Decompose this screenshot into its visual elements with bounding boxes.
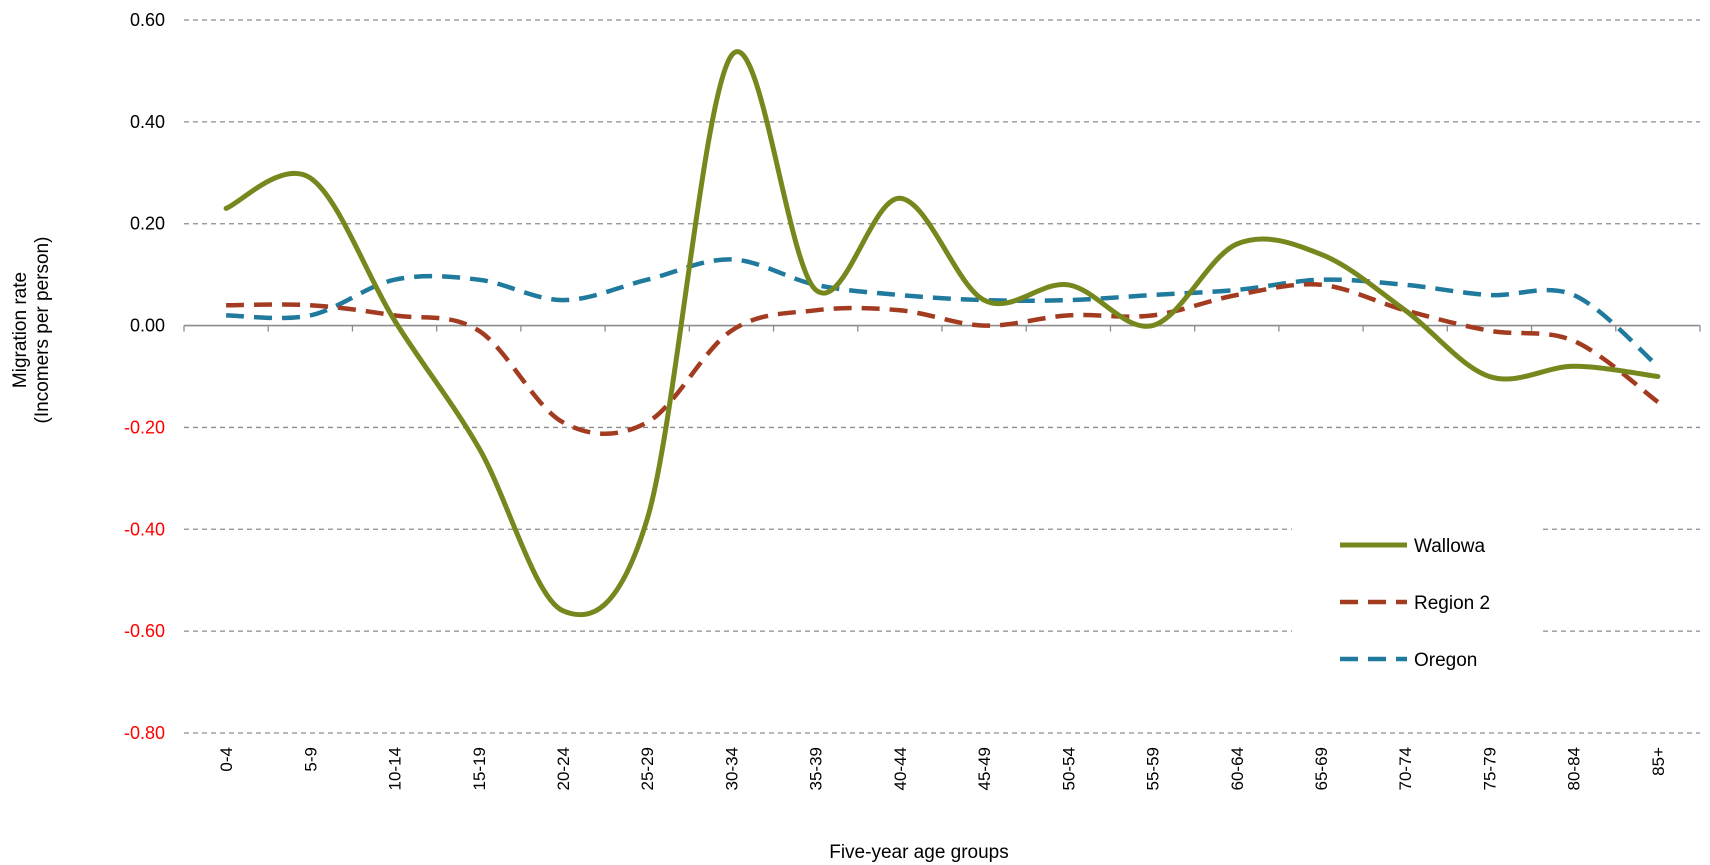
x-tick-label: 15-19 xyxy=(470,747,489,790)
data-point-oregon xyxy=(897,293,902,298)
data-point-wallowa xyxy=(308,175,313,180)
data-point-region-2 xyxy=(813,308,818,313)
data-point-wallowa xyxy=(645,517,650,522)
data-point-wallowa xyxy=(1066,282,1071,287)
data-point-oregon xyxy=(308,313,313,318)
x-tick-label: 35-39 xyxy=(807,747,826,790)
x-tick-label: 5-9 xyxy=(301,747,320,772)
data-point-oregon xyxy=(1655,364,1660,369)
y-axis-title-line-1: Migration rate xyxy=(10,272,31,388)
data-point-oregon xyxy=(1571,293,1576,298)
data-point-wallowa xyxy=(1403,308,1408,313)
data-point-region-2 xyxy=(561,420,566,425)
data-point-wallowa xyxy=(1571,364,1576,369)
data-point-wallowa xyxy=(224,206,229,211)
series-line-wallowa xyxy=(223,49,1661,618)
data-point-oregon xyxy=(392,277,397,282)
data-point-wallowa xyxy=(1655,374,1660,379)
data-point-oregon xyxy=(1234,287,1239,292)
y-tick-label: -0.80 xyxy=(124,723,165,743)
data-point-region-2 xyxy=(1319,282,1324,287)
y-axis-ticks: 0.60 0.40 0.20 0.00 -0.20 -0.40 -0.60 -0.80 xyxy=(124,10,165,743)
data-point-wallowa xyxy=(982,298,987,303)
data-point-region-2 xyxy=(897,308,902,313)
data-point-wallowa xyxy=(392,318,397,323)
series-line-oregon xyxy=(226,257,1660,369)
data-point-oregon xyxy=(224,313,229,318)
y-axis-title: Migration rate (Incomers per person) xyxy=(10,237,53,424)
x-tick-label: 45-49 xyxy=(975,747,994,790)
data-point-wallowa xyxy=(1234,242,1239,247)
legend-label-region-2: Region 2 xyxy=(1414,593,1490,614)
data-point-wallowa xyxy=(729,53,734,58)
data-point-region-2 xyxy=(1234,293,1239,298)
data-point-wallowa xyxy=(897,196,902,201)
x-tick-label: 85+ xyxy=(1649,747,1668,776)
legend-background xyxy=(1292,512,1542,680)
legend-label-wallowa: Wallowa xyxy=(1414,536,1486,557)
data-point-oregon xyxy=(1319,277,1324,282)
series-lines xyxy=(223,49,1661,618)
x-tick-label: 10-14 xyxy=(386,747,405,790)
data-point-region-2 xyxy=(224,303,229,308)
data-point-oregon xyxy=(561,298,566,303)
y-tick-label: -0.20 xyxy=(124,417,165,437)
x-axis-title: Five-year age groups xyxy=(829,842,1009,863)
data-point-oregon xyxy=(1066,298,1071,303)
data-point-region-2 xyxy=(476,328,481,333)
legend: Wallowa Region 2 Oregon xyxy=(1292,512,1542,680)
x-tick-label: 0-4 xyxy=(217,747,236,772)
data-point-oregon xyxy=(476,277,481,282)
data-point-wallowa xyxy=(561,608,566,613)
data-point-region-2 xyxy=(645,420,650,425)
x-tick-label: 75-79 xyxy=(1480,747,1499,790)
data-point-region-2 xyxy=(729,328,734,333)
data-point-region-2 xyxy=(1150,313,1155,318)
legend-label-oregon: Oregon xyxy=(1414,650,1477,671)
data-point-region-2 xyxy=(1066,313,1071,318)
data-point-oregon xyxy=(645,277,650,282)
x-tick-label: 60-64 xyxy=(1228,747,1247,790)
data-point-wallowa xyxy=(813,287,818,292)
data-point-wallowa xyxy=(476,445,481,450)
x-tick-label: 70-74 xyxy=(1396,747,1415,790)
x-tick-label: 20-24 xyxy=(554,747,573,790)
y-axis-title-line-2: (Incomers per person) xyxy=(32,237,53,424)
y-tick-label: 0.20 xyxy=(130,214,165,234)
data-point-oregon xyxy=(1487,293,1492,298)
x-tick-label: 65-69 xyxy=(1312,747,1331,790)
y-tick-label: -0.60 xyxy=(124,621,165,641)
data-point-region-2 xyxy=(308,303,313,308)
data-point-region-2 xyxy=(1571,338,1576,343)
y-tick-label: 0.40 xyxy=(130,112,165,132)
x-tick-label: 30-34 xyxy=(722,747,741,790)
series-line-region-2 xyxy=(226,282,1660,437)
data-point-oregon xyxy=(1150,293,1155,298)
data-point-region-2 xyxy=(1655,399,1660,404)
data-point-region-2 xyxy=(1487,328,1492,333)
y-tick-label: -0.40 xyxy=(124,519,165,539)
data-point-oregon xyxy=(1403,282,1408,287)
x-axis-ticks: 0-4 5-9 10-14 15-19 20-24 25-29 30-34 35-39 40-4… xyxy=(183,325,1701,790)
data-point-wallowa xyxy=(1319,252,1324,257)
data-point-oregon xyxy=(729,257,734,262)
data-point-wallowa xyxy=(1150,323,1155,328)
x-tick-label: 50-54 xyxy=(1059,747,1078,790)
y-tick-label: 0.60 xyxy=(130,10,165,30)
y-tick-label: 0.00 xyxy=(130,316,165,336)
x-tick-label: 25-29 xyxy=(638,747,657,790)
data-point-wallowa xyxy=(1487,374,1492,379)
x-tick-label: 55-59 xyxy=(1144,747,1163,790)
data-point-region-2 xyxy=(982,323,987,328)
x-tick-label: 40-44 xyxy=(891,747,910,790)
x-tick-label: 80-84 xyxy=(1565,747,1584,790)
